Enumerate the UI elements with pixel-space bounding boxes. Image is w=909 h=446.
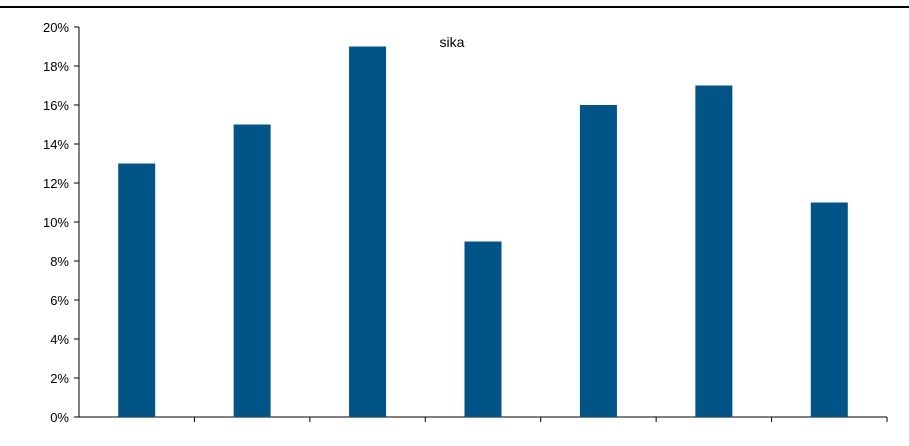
y-tick-label: 4% — [50, 332, 69, 347]
y-tick-label: 20% — [43, 20, 69, 35]
y-tick-label: 16% — [43, 98, 69, 113]
bar — [233, 124, 271, 417]
series-label: sika — [440, 34, 465, 50]
y-tick-label: 8% — [50, 254, 69, 269]
y-axis: 0% 2% 4% 6% 8% 10% 12% 14% 16% 18% 20% — [43, 20, 80, 425]
bar — [349, 46, 387, 417]
bar — [810, 202, 848, 417]
bar — [579, 105, 617, 417]
bars — [118, 46, 848, 417]
x-axis — [79, 416, 888, 422]
y-tick-label: 6% — [50, 293, 69, 308]
y-tick-label: 2% — [50, 371, 69, 386]
y-tick-label: 12% — [43, 176, 69, 191]
y-tick-label: 14% — [43, 137, 69, 152]
bar — [118, 163, 156, 417]
y-tick-label: 18% — [43, 59, 69, 74]
top-rule — [0, 6, 909, 8]
bar — [695, 85, 733, 417]
y-tick-label: 0% — [50, 410, 69, 425]
y-tick-label: 10% — [43, 215, 69, 230]
bar — [464, 241, 502, 417]
